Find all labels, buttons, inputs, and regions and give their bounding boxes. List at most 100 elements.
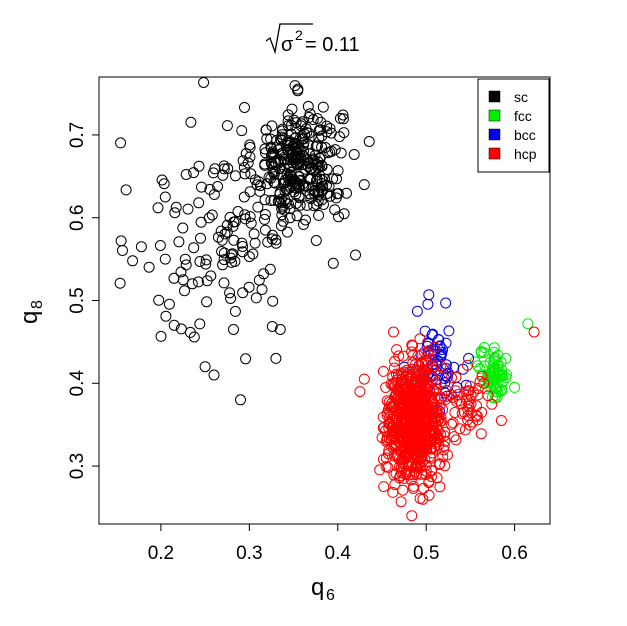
point-sc: [338, 208, 350, 220]
point-sc: [259, 209, 271, 220]
point-sc: [239, 209, 251, 221]
point-fcc: [491, 383, 503, 395]
point-sc: [168, 319, 180, 331]
point-hcp: [420, 402, 432, 414]
point-sc: [244, 186, 256, 198]
point-sc: [114, 277, 126, 289]
point-sc: [196, 181, 207, 193]
point-sc: [221, 226, 233, 238]
series-sc: [114, 77, 375, 406]
point-fcc: [488, 382, 500, 394]
point-sc: [294, 199, 306, 211]
point-sc: [194, 318, 206, 330]
point-hcp: [407, 405, 419, 417]
point-hcp: [403, 366, 415, 378]
point-hcp: [428, 399, 440, 411]
x-tick-label: 0.2: [148, 543, 174, 564]
point-sc: [201, 275, 213, 287]
point-hcp: [416, 442, 428, 454]
point-sc: [194, 256, 206, 267]
point-hcp: [380, 452, 392, 464]
point-sc: [332, 165, 344, 177]
point-sc: [185, 116, 197, 128]
point-sc: [301, 199, 313, 211]
point-hcp: [409, 385, 421, 397]
point-sc: [235, 394, 246, 406]
point-sc: [358, 179, 370, 191]
point-sc: [163, 298, 175, 310]
point-bcc: [423, 289, 435, 301]
point-hcp: [395, 467, 407, 479]
point-sc: [154, 240, 166, 251]
point-sc: [327, 173, 339, 185]
point-hcp: [406, 510, 418, 522]
point-hcp: [478, 377, 490, 389]
point-sc: [279, 176, 291, 188]
point-sc: [276, 209, 288, 221]
point-sc: [331, 188, 343, 200]
point-hcp: [407, 357, 419, 368]
point-hcp: [408, 431, 420, 443]
legend: sc fcc bcc hcp: [477, 78, 550, 173]
point-hcp: [380, 461, 392, 473]
point-bcc: [441, 371, 453, 383]
point-hcp: [437, 451, 449, 463]
point-sc: [243, 281, 255, 293]
point-bcc: [427, 328, 439, 340]
point-sc: [201, 296, 213, 308]
point-sc: [298, 219, 309, 230]
point-fcc: [484, 371, 496, 383]
point-hcp: [439, 435, 451, 447]
point-sc: [218, 163, 230, 175]
point-sc: [317, 101, 329, 113]
x-tick-label: 0.6: [501, 543, 527, 564]
point-sc: [277, 215, 289, 227]
series-fcc: [469, 318, 534, 404]
point-hcp: [420, 469, 432, 480]
point-hcp: [406, 339, 418, 351]
point-sc: [335, 147, 347, 159]
point-sc: [120, 184, 132, 196]
point-hcp: [378, 481, 390, 493]
point-sc: [252, 201, 264, 213]
point-sc: [284, 169, 296, 181]
y-tick-label: 0.3: [67, 453, 88, 479]
point-fcc: [482, 369, 494, 380]
point-sc: [290, 182, 302, 194]
point-sc: [207, 167, 219, 179]
point-hcp: [450, 371, 462, 383]
point-sc: [170, 201, 182, 213]
point-sc: [193, 197, 205, 209]
point-sc: [218, 277, 230, 289]
point-sc: [324, 123, 336, 135]
point-hcp: [416, 430, 427, 442]
point-sc: [135, 241, 147, 253]
point-hcp: [389, 355, 401, 367]
point-sc: [236, 237, 248, 249]
point-sc: [256, 284, 268, 295]
point-hcp: [446, 372, 457, 384]
series-hcp: [354, 326, 540, 522]
point-sc: [177, 222, 189, 234]
point-hcp: [388, 326, 399, 338]
point-sc: [258, 268, 270, 280]
point-sc: [115, 137, 127, 149]
point-sc: [274, 324, 286, 335]
point-sc: [259, 224, 271, 236]
point-sc: [282, 109, 294, 121]
point-hcp: [411, 439, 423, 451]
point-fcc: [500, 352, 512, 364]
point-hcp: [391, 344, 403, 356]
point-hcp: [426, 436, 438, 447]
point-hcp: [416, 402, 427, 414]
point-hcp: [389, 479, 401, 490]
point-hcp: [464, 380, 476, 392]
point-hcp: [414, 333, 426, 345]
point-sc: [143, 261, 155, 273]
point-fcc: [509, 381, 521, 393]
y-axis-title: q 8: [16, 300, 46, 324]
point-sc: [229, 305, 241, 317]
point-hcp: [394, 426, 406, 438]
point-hcp: [410, 373, 422, 385]
point-sc: [188, 167, 200, 179]
